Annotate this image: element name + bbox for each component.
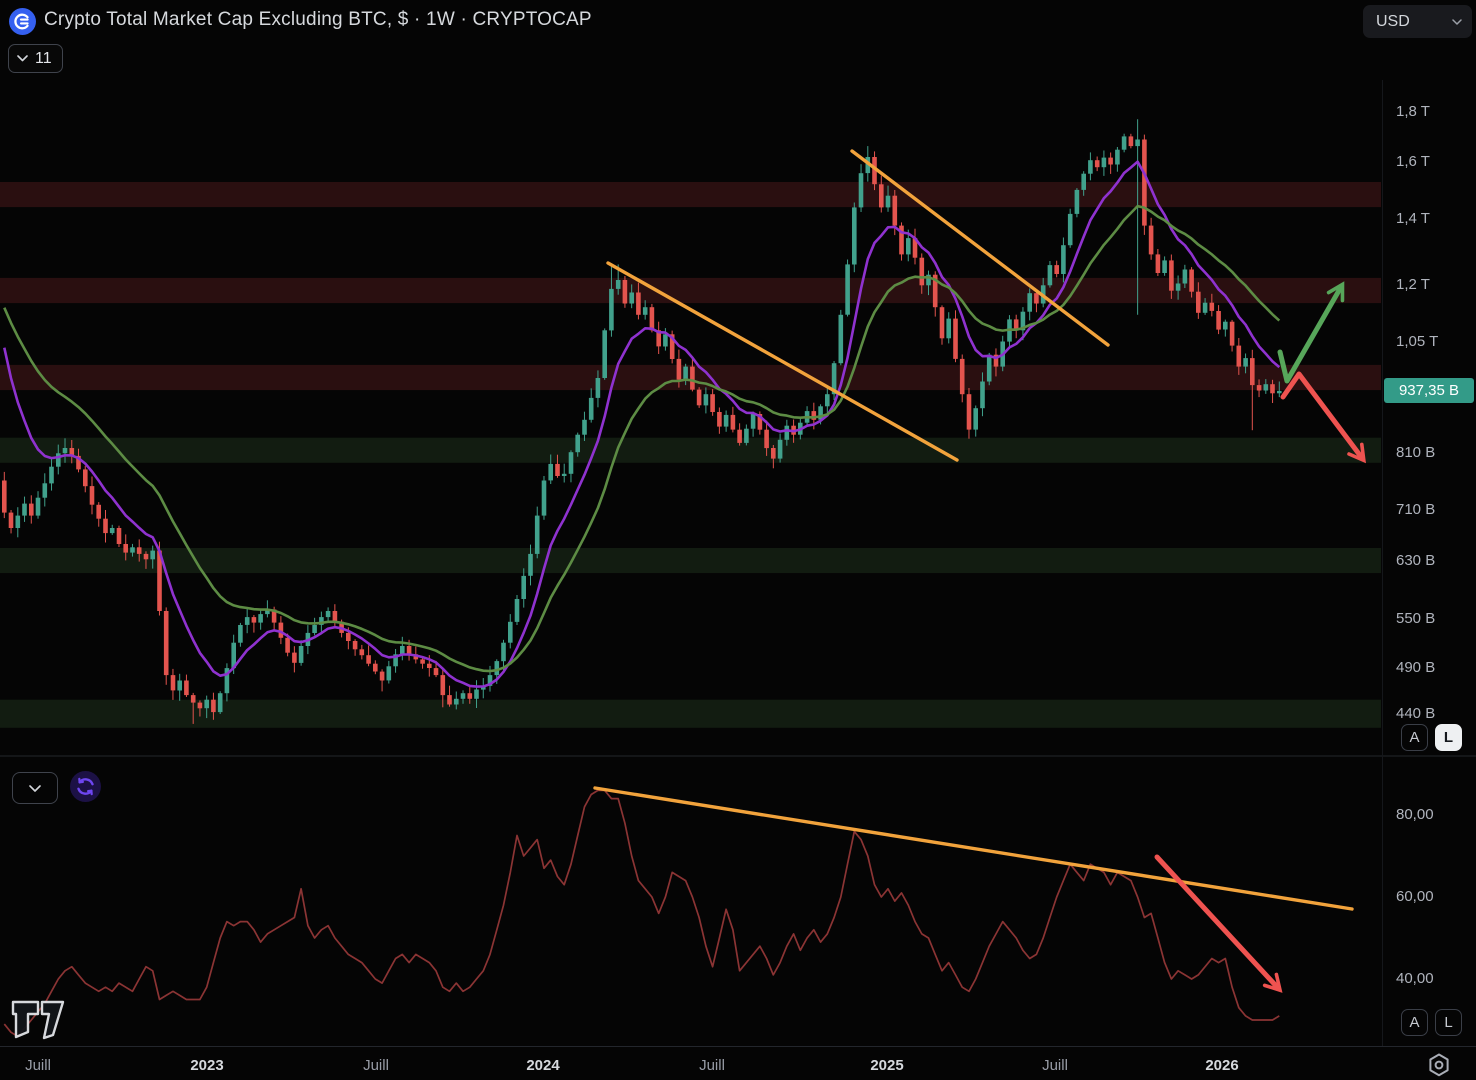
arrow-down-drawing[interactable]	[1280, 371, 1366, 464]
price-tick-label: 1,4 T	[1396, 210, 1430, 227]
arrow-up-drawing[interactable]	[1277, 281, 1345, 384]
time-tick-label: Juill	[363, 1057, 389, 1074]
price-tick-label: 810 B	[1396, 444, 1436, 461]
resistance-zone	[0, 182, 1381, 208]
chevron-down-icon	[29, 784, 41, 792]
price-tick-label: 1,8 T	[1396, 103, 1430, 120]
rsi-line[interactable]	[3, 789, 1280, 1038]
log-scale-button-main[interactable]: L	[1435, 724, 1462, 751]
price-tick-label: 440 B	[1396, 705, 1436, 722]
time-tick-label: 2026	[1205, 1057, 1239, 1074]
trendline-drawing[interactable]	[593, 786, 1354, 911]
rsi-tick-label: 80,00	[1396, 806, 1434, 823]
support-zone	[0, 699, 1381, 728]
currency-label: USD	[1376, 12, 1410, 30]
settings-gear-icon[interactable]	[1424, 1050, 1454, 1080]
symbol-title[interactable]: Crypto Total Market Cap Excluding BTC, $…	[44, 9, 592, 30]
time-tick-label: 2024	[526, 1057, 560, 1074]
rsi-tick-label: 40,00	[1396, 970, 1434, 987]
symbol-logo-icon	[9, 8, 36, 35]
auto-scale-button-rsi[interactable]: A	[1401, 1009, 1428, 1036]
time-tick-label: Juill	[1042, 1057, 1068, 1074]
arrow-down-drawing[interactable]	[1154, 854, 1283, 993]
support-zone	[0, 437, 1381, 463]
price-tick-label: 550 B	[1396, 610, 1436, 627]
trendline-drawing[interactable]	[850, 149, 1110, 347]
pane-collapse-button[interactable]	[12, 772, 58, 804]
circular-arrows-icon	[77, 777, 94, 796]
indicator-count: 11	[35, 49, 52, 67]
last-price-tag: 937,35 B	[1384, 378, 1474, 403]
ema-fast-purple-line[interactable]	[3, 160, 1281, 688]
rsi-tick-label: 60,00	[1396, 888, 1434, 905]
trendline-drawing[interactable]	[606, 261, 959, 462]
resistance-zone	[0, 277, 1381, 304]
price-tick-label: 710 B	[1396, 501, 1436, 518]
auto-scale-button-main[interactable]: A	[1401, 724, 1428, 751]
price-tick-label: 1,2 T	[1396, 276, 1430, 293]
sync-refresh-icon[interactable]	[70, 771, 101, 802]
indicators-chip[interactable]: 11	[8, 44, 63, 73]
chevron-down-icon	[1452, 18, 1462, 25]
chevron-down-icon	[17, 55, 28, 62]
tradingview-watermark-logo	[11, 1000, 65, 1040]
time-tick-label: Juill	[25, 1057, 51, 1074]
support-zone	[0, 548, 1381, 574]
candles-layer	[2, 119, 1282, 724]
time-tick-label: 2023	[190, 1057, 224, 1074]
price-tick-label: 1,05 T	[1396, 333, 1439, 350]
log-scale-button-rsi[interactable]: L	[1435, 1009, 1462, 1036]
ema-slow-green-line[interactable]	[3, 204, 1281, 673]
currency-dropdown[interactable]: USD	[1363, 5, 1472, 38]
time-tick-label: Juill	[699, 1057, 725, 1074]
price-tick-label: 490 B	[1396, 659, 1436, 676]
time-tick-label: 2025	[870, 1057, 904, 1074]
price-tick-label: 630 B	[1396, 552, 1436, 569]
price-tick-label: 1,6 T	[1396, 153, 1430, 170]
